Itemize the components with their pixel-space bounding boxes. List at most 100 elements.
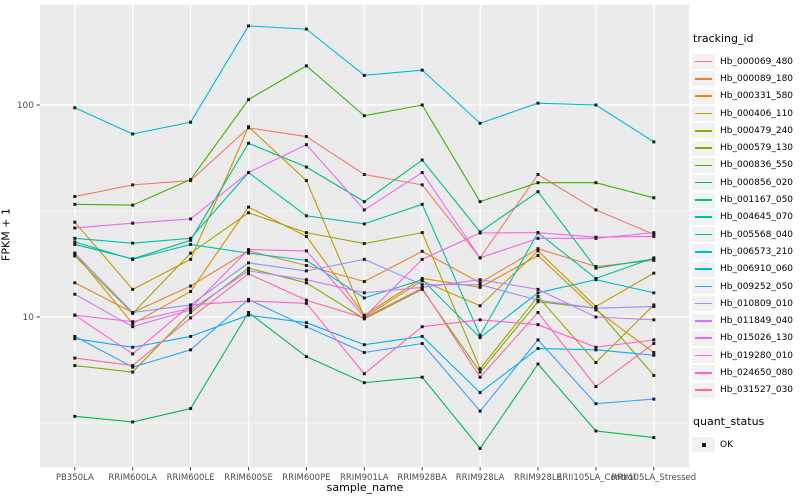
legend-item-Hb_015026_130: Hb_015026_130 (692, 330, 798, 347)
data-point (420, 68, 424, 72)
data-point (652, 341, 656, 345)
legend-title-quant-status: quant_status (693, 414, 765, 428)
data-point (594, 429, 598, 433)
data-point (420, 257, 424, 261)
data-point (420, 375, 424, 379)
data-point (478, 333, 482, 337)
data-point (478, 231, 482, 235)
data-point (189, 334, 193, 338)
data-point (652, 318, 656, 322)
data-point (362, 114, 366, 118)
data-point (652, 305, 656, 309)
legend-item-Hb_000069_480: Hb_000069_480 (692, 53, 798, 70)
legend-item-label: Hb_000331_580 (720, 91, 794, 102)
data-point (189, 236, 193, 240)
legend-line-icon (695, 112, 712, 115)
data-point (189, 217, 193, 221)
data-point (420, 103, 424, 107)
data-point (131, 287, 135, 291)
data-point (536, 247, 540, 251)
black-square-point-icon (701, 442, 706, 447)
data-point (73, 251, 77, 255)
legend-key-swatch (692, 261, 715, 277)
data-point (594, 402, 598, 406)
legend-key-swatch (692, 54, 715, 70)
legend-key-swatch (692, 437, 715, 453)
legend-key-swatch (692, 123, 715, 139)
data-point (131, 364, 135, 368)
data-point (73, 337, 77, 341)
legend-key-swatch (692, 175, 715, 191)
legend-title-tracking-id: tracking_id (693, 32, 754, 45)
data-point (131, 352, 135, 356)
x-tick-label-RRIM928LE: RRIM928LE (514, 473, 562, 483)
data-point (189, 257, 193, 261)
legend-key-swatch (692, 382, 715, 398)
data-point (478, 283, 482, 287)
data-point (304, 321, 308, 325)
data-point (304, 64, 308, 68)
data-point (73, 356, 77, 360)
data-point (73, 334, 77, 338)
data-point (73, 242, 77, 246)
data-point (478, 200, 482, 204)
data-point (131, 420, 135, 424)
legend-item-Hb_000579_130: Hb_000579_130 (692, 139, 798, 156)
legend-line-icon (695, 354, 712, 357)
data-point (131, 241, 135, 245)
data-point (247, 269, 250, 273)
data-point (362, 343, 366, 347)
data-point (594, 181, 598, 185)
data-point (73, 220, 77, 224)
data-point (536, 249, 540, 253)
data-point (652, 397, 656, 401)
data-point (594, 308, 598, 312)
data-point (420, 334, 424, 338)
legend-item-label: OK (720, 439, 733, 450)
data-point (304, 263, 308, 267)
legend-item-Hb_024650_080: Hb_024650_080 (692, 364, 798, 381)
legend-item-Hb_000479_240: Hb_000479_240 (692, 122, 798, 139)
data-point (420, 286, 424, 290)
x-tick-label-PB350LA: PB350LA (56, 473, 94, 483)
data-point (73, 202, 77, 206)
legend-key-swatch (692, 296, 715, 312)
legend-key-swatch (692, 71, 715, 87)
data-point (131, 325, 135, 329)
legend-item-Hb_000406_110: Hb_000406_110 (692, 105, 798, 122)
data-point (478, 336, 482, 340)
x-tick-label-RRIM928BA: RRIM928BA (397, 473, 447, 483)
data-point (131, 320, 135, 324)
data-point (73, 292, 77, 296)
x-tick-label-RRIM928LA: RRIM928LA (456, 473, 505, 483)
data-point (536, 236, 540, 240)
data-point (73, 414, 77, 418)
data-point (131, 345, 135, 349)
legend-line-icon (695, 199, 712, 201)
legend-line-icon (695, 302, 712, 305)
data-point (247, 297, 250, 301)
legend-item-Hb_006573_210: Hb_006573_210 (692, 243, 798, 260)
legend-item-Hb_011849_040: Hb_011849_040 (692, 312, 798, 329)
legend-key-swatch (692, 279, 715, 294)
data-point (362, 280, 366, 284)
data-point (652, 436, 656, 440)
x-tick-label-RRIM600PE: RRIM600PE (282, 473, 330, 483)
data-point (189, 306, 193, 310)
data-point (73, 106, 77, 110)
x-tick-label-RRII105LA_Control: RRII105LA_Control (557, 473, 636, 483)
data-point (536, 338, 540, 342)
data-point (304, 258, 308, 262)
data-point (420, 325, 424, 329)
legend-item-Hb_000089_180: Hb_000089_180 (692, 70, 798, 87)
legend-line-icon (695, 216, 712, 218)
legend-item-label: Hb_000069_480 (720, 56, 794, 67)
legend-line-icon (695, 268, 712, 270)
legend-item-label: Hb_006573_210 (720, 246, 794, 257)
legend-line-icon (695, 147, 712, 149)
legend-line-icon (695, 60, 712, 63)
legend-item-label: Hb_000836_550 (720, 160, 794, 171)
legend-item-label: Hb_000406_110 (720, 108, 794, 119)
data-point (478, 375, 482, 379)
